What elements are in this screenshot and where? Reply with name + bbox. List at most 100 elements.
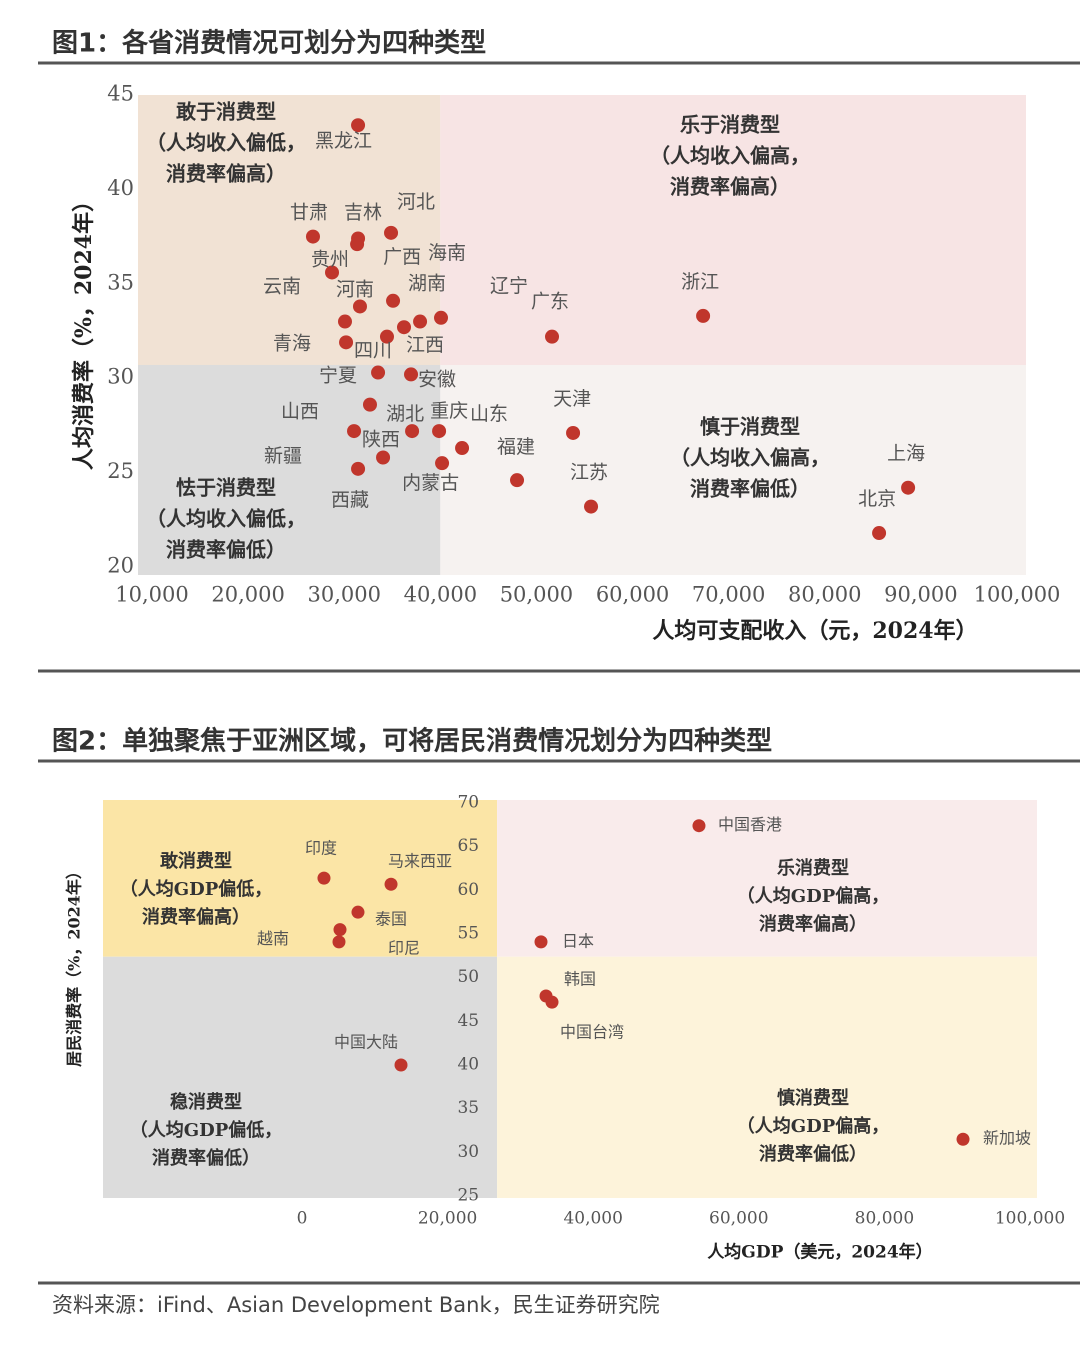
point-label: 中国台湾 [560, 1023, 624, 1042]
point-label: 安徽 [418, 368, 456, 390]
quadrant-label: 消费率偏高） [142, 906, 250, 928]
point-label: 辽宁 [490, 275, 528, 297]
y-tick-label: 40 [457, 1055, 479, 1075]
point-label: 泰国 [375, 910, 407, 929]
point-label: 新加坡 [983, 1129, 1031, 1148]
data-point [901, 480, 916, 495]
data-point [696, 308, 711, 323]
data-point [339, 335, 354, 350]
data-point [384, 877, 398, 891]
quadrant-label: 敢消费型 [160, 850, 232, 872]
point-label: 北京 [858, 488, 896, 510]
point-label: 上海 [887, 443, 925, 465]
y-axis-title: 居民消费率（%，2024年） [65, 863, 84, 1067]
data-point [337, 314, 352, 329]
point-label: 新疆 [264, 445, 302, 467]
quadrant-label: 消费率偏低） [759, 1143, 867, 1165]
data-point [333, 923, 347, 937]
data-point [317, 871, 331, 885]
point-label: 内蒙古 [402, 472, 459, 494]
data-point [384, 225, 399, 240]
data-point [347, 424, 362, 439]
data-point [379, 329, 394, 344]
data-point [435, 456, 450, 471]
quadrant [138, 364, 441, 575]
data-point [584, 499, 599, 514]
point-label: 江西 [406, 334, 444, 356]
data-point [405, 424, 420, 439]
quadrant-label: 消费率偏高） [670, 175, 790, 199]
data-point [350, 237, 365, 252]
quadrant-label: （人均GDP偏高， [737, 1115, 890, 1137]
quadrant [440, 364, 1026, 575]
data-point [545, 995, 559, 1009]
data-point [325, 265, 340, 280]
x-tick-label: 50,000 [500, 583, 573, 607]
data-point [872, 526, 887, 541]
point-label: 印尼 [388, 938, 420, 957]
point-label: 青海 [273, 332, 311, 354]
y-tick-label: 60 [457, 880, 479, 900]
y-tick-label: 30 [107, 365, 134, 389]
data-point [545, 329, 560, 344]
point-label: 中国香港 [718, 815, 782, 834]
data-point [434, 310, 449, 325]
quadrant-label: 消费率偏高） [166, 162, 286, 186]
data-point [305, 229, 320, 244]
x-axis-title: 人均可支配收入（元，2024年） [652, 618, 977, 644]
data-point [376, 450, 391, 465]
data-point [956, 1132, 970, 1146]
point-label: 四川 [354, 340, 392, 362]
data-point [455, 441, 470, 456]
quadrant-label: 消费率偏高） [759, 913, 867, 935]
x-tick-label: 10,000 [115, 583, 188, 607]
quadrant-label: 消费率偏低） [166, 538, 286, 562]
data-point [352, 299, 367, 314]
figure-title: 图1：各省消费情况可划分为四种类型 [52, 28, 486, 59]
point-label: 贵州 [311, 248, 349, 270]
point-label: 广西 [383, 246, 421, 268]
y-tick-label: 35 [107, 270, 134, 294]
point-label: 陕西 [362, 428, 400, 450]
y-tick-label: 45 [457, 1011, 479, 1031]
quadrant [497, 956, 1037, 1198]
point-label: 湖南 [408, 273, 446, 295]
x-tick-label: 30,000 [307, 583, 380, 607]
quadrant-label: （人均收入偏高， [650, 144, 810, 168]
data-point [386, 293, 401, 308]
point-label: 福建 [497, 436, 535, 458]
x-tick-label: 20,000 [211, 583, 284, 607]
point-label: 越南 [257, 929, 289, 948]
data-point [432, 424, 447, 439]
data-point [397, 320, 412, 335]
y-tick-label: 20 [107, 554, 134, 578]
x-tick-label: 80,000 [788, 583, 861, 607]
x-tick-label: 60,000 [709, 1209, 768, 1229]
point-label: 印度 [305, 839, 337, 858]
point-label: 河南 [336, 278, 374, 300]
quadrant-label: 敢于消费型 [176, 100, 276, 124]
x-tick-label: 0 [297, 1209, 308, 1229]
x-tick-label: 100,000 [974, 583, 1061, 607]
quadrant-label: 慎消费型 [777, 1087, 849, 1109]
point-label: 海南 [428, 242, 466, 264]
y-tick-label: 25 [107, 459, 134, 483]
x-tick-label: 80,000 [855, 1209, 914, 1229]
quadrant-label: 慎于消费型 [700, 415, 800, 439]
point-label: 湖北 [386, 403, 424, 425]
data-point [394, 1058, 408, 1072]
data-point [332, 935, 346, 949]
quadrant-label: 消费率偏低） [152, 1147, 260, 1169]
data-point [566, 425, 581, 440]
quadrant-label: （人均收入偏低， [146, 507, 306, 531]
point-label: 黑龙江 [315, 130, 372, 152]
point-label: 浙江 [681, 271, 719, 293]
source-note: 资料来源：iFind、Asian Development Bank，民生证券研究… [52, 1293, 660, 1317]
quadrant-label: 乐消费型 [777, 857, 849, 879]
figure-title: 图2：单独聚焦于亚洲区域，可将居民消费情况划分为四种类型 [52, 726, 772, 757]
quadrant-label: 怯于消费型 [176, 476, 276, 500]
quadrant-label: （人均GDP偏低， [130, 1119, 283, 1141]
point-label: 中国大陆 [334, 1033, 398, 1052]
quadrant [440, 95, 1026, 365]
point-label: 江苏 [570, 462, 608, 484]
